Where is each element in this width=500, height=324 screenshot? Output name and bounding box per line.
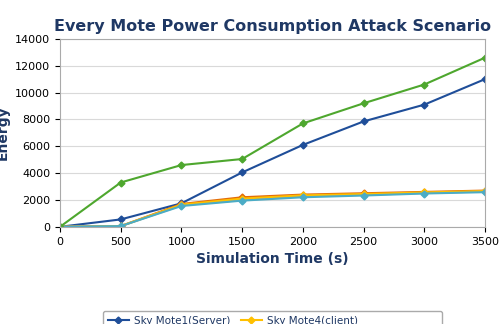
Sky Mote5(client)	[57, 225, 63, 229]
Sky Mote4(client)	[422, 191, 428, 194]
Sky Mote1(Server)	[239, 170, 245, 174]
Line: Sky Mote6 (Compromised client): Sky Mote6 (Compromised client)	[58, 55, 488, 229]
Sky Mote3(client)	[57, 225, 63, 229]
Sky Mote2(client)	[239, 195, 245, 199]
Sky Mote2(client)	[482, 189, 488, 192]
Line: Sky Mote5(client): Sky Mote5(client)	[58, 190, 488, 229]
X-axis label: Simulation Time (s): Simulation Time (s)	[196, 252, 349, 266]
Sky Mote6 (Compromised client)	[360, 101, 366, 105]
Sky Mote5(client)	[118, 224, 124, 228]
Sky Mote2(client)	[57, 225, 63, 229]
Sky Mote3(client)	[118, 224, 124, 228]
Sky Mote5(client)	[360, 193, 366, 197]
Sky Mote6 (Compromised client)	[57, 225, 63, 229]
Sky Mote4(client)	[118, 224, 124, 228]
Line: Sky Mote4(client): Sky Mote4(client)	[58, 189, 488, 229]
Sky Mote4(client)	[360, 192, 366, 196]
Sky Mote3(client)	[360, 193, 366, 197]
Sky Mote4(client)	[482, 189, 488, 193]
Line: Sky Mote3(client): Sky Mote3(client)	[58, 189, 488, 229]
Sky Mote2(client)	[178, 202, 184, 206]
Sky Mote1(Server)	[300, 143, 306, 147]
Sky Mote5(client)	[239, 199, 245, 202]
Sky Mote6 (Compromised client)	[300, 122, 306, 125]
Sky Mote5(client)	[178, 204, 184, 208]
Sky Mote3(client)	[422, 191, 428, 195]
Sky Mote6 (Compromised client)	[422, 83, 428, 87]
Sky Mote3(client)	[178, 203, 184, 207]
Line: Sky Mote2(client): Sky Mote2(client)	[58, 188, 488, 229]
Sky Mote6 (Compromised client)	[178, 163, 184, 167]
Sky Mote2(client)	[118, 224, 124, 228]
Sky Mote1(Server)	[178, 201, 184, 205]
Sky Mote1(Server)	[57, 225, 63, 229]
Sky Mote4(client)	[178, 203, 184, 207]
Sky Mote6 (Compromised client)	[239, 157, 245, 161]
Sky Mote3(client)	[239, 198, 245, 202]
Sky Mote5(client)	[300, 195, 306, 199]
Title: Every Mote Power Consumption Attack Scenario: Every Mote Power Consumption Attack Scen…	[54, 18, 491, 34]
Sky Mote1(Server)	[360, 120, 366, 123]
Sky Mote2(client)	[300, 193, 306, 197]
Sky Mote1(Server)	[482, 77, 488, 81]
Sky Mote6 (Compromised client)	[482, 56, 488, 60]
Legend: Sky Mote1(Server), Sky Mote2(client), Sky Mote3(client), Sky Mote4(client), Sky : Sky Mote1(Server), Sky Mote2(client), Sk…	[103, 311, 442, 324]
Sky Mote4(client)	[57, 225, 63, 229]
Sky Mote4(client)	[239, 197, 245, 201]
Sky Mote1(Server)	[118, 217, 124, 221]
Sky Mote5(client)	[482, 190, 488, 194]
Sky Mote5(client)	[422, 191, 428, 195]
Sky Mote3(client)	[482, 190, 488, 193]
Sky Mote4(client)	[300, 193, 306, 197]
Line: Sky Mote1(Server): Sky Mote1(Server)	[58, 77, 488, 229]
Sky Mote6 (Compromised client)	[118, 180, 124, 184]
Sky Mote3(client)	[300, 194, 306, 198]
Sky Mote1(Server)	[422, 103, 428, 107]
Sky Mote2(client)	[422, 190, 428, 194]
Sky Mote2(client)	[360, 191, 366, 195]
Y-axis label: Energy: Energy	[0, 106, 10, 160]
